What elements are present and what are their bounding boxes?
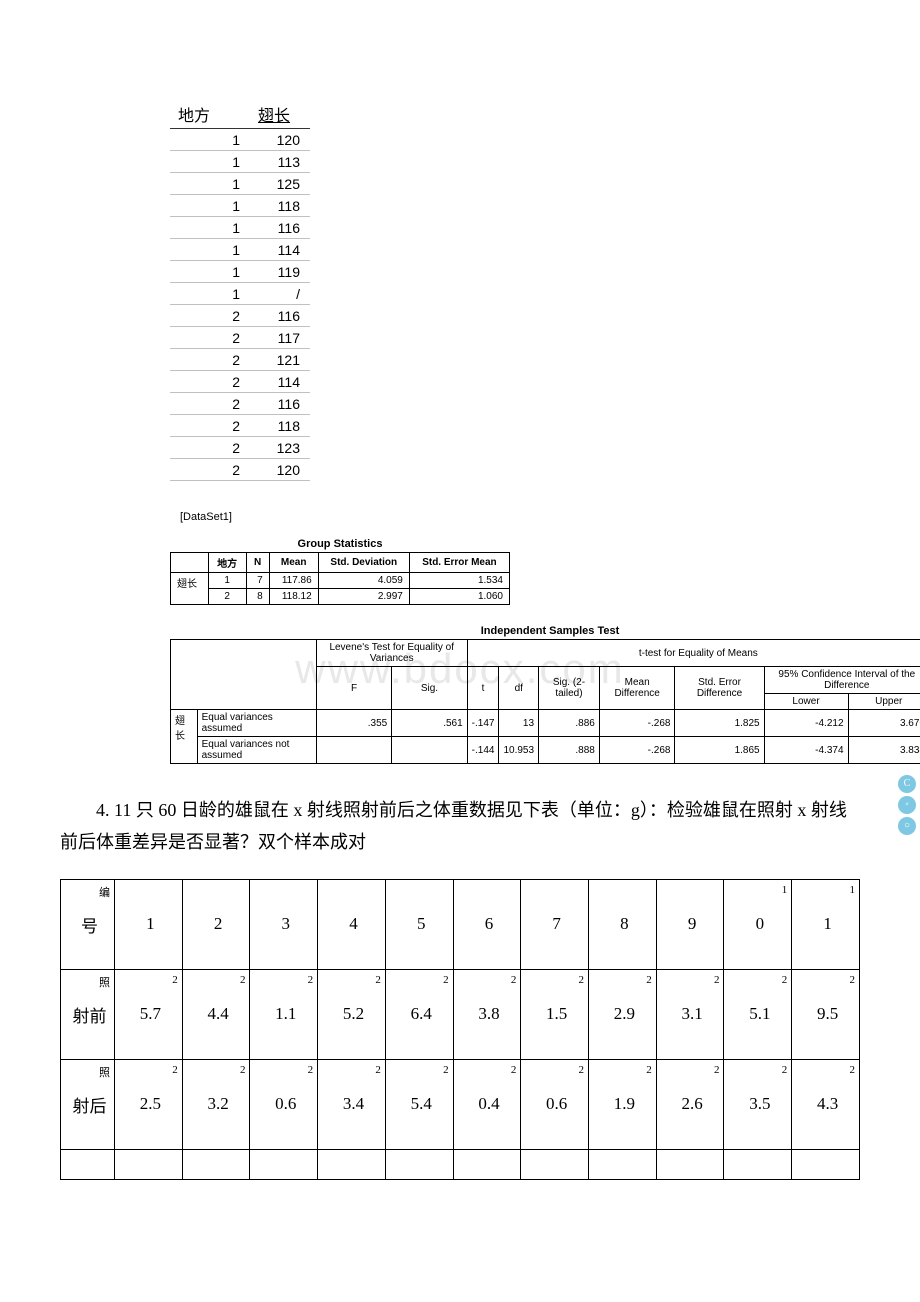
table-cell: 26.4 (385, 969, 453, 1059)
table-cell: 2 (170, 371, 250, 393)
table-cell: 116 (250, 305, 310, 327)
table-cell: 8 (589, 879, 657, 969)
col-header: Std. Deviation (318, 553, 409, 573)
col-header: Mean (269, 553, 318, 573)
table-cell: 2 (170, 437, 250, 459)
table-cell: 29.5 (792, 969, 860, 1059)
col-header: 地方 (208, 553, 246, 573)
table-cell: 10 (724, 879, 792, 969)
ist-title: Independent Samples Test (170, 625, 920, 637)
table-cell: 22.9 (589, 969, 657, 1059)
col-header: Std. Error Mean (409, 553, 509, 573)
col-header: 翅长 (250, 100, 310, 129)
question-4-text: 4. 11 只 60 日龄的雄鼠在 x 射线照射前后之体重数据见下表（单位：g）… (60, 794, 860, 859)
table-cell: 21.5 (521, 969, 589, 1059)
table-cell: 20.6 (521, 1059, 589, 1149)
table-cell: 20.4 (453, 1059, 521, 1149)
table-cell: 120 (250, 129, 310, 151)
row-label: 翅长 (171, 573, 209, 605)
table-cell: 2 (170, 305, 250, 327)
table-cell: 11 (792, 879, 860, 969)
table-cell: 2 (170, 459, 250, 481)
table-cell: 1 (115, 879, 183, 969)
table-cell: 2 (170, 349, 250, 371)
col-header: N (246, 553, 269, 573)
group-stats-table: 地方 N Mean Std. Deviation Std. Error Mean… (170, 552, 510, 605)
group-stats-title: Group Statistics (170, 538, 510, 550)
table-cell: 114 (250, 371, 310, 393)
table-cell: 2 (170, 415, 250, 437)
table-cell: 25.4 (385, 1059, 453, 1149)
widget-icon[interactable]: ○ (898, 817, 916, 835)
widget-icon[interactable]: ◦ (898, 796, 916, 814)
table-cell: 22.6 (656, 1059, 724, 1149)
table-cell: 1 (170, 195, 250, 217)
table-cell: 2 (170, 327, 250, 349)
table-cell: 20.6 (250, 1059, 318, 1149)
table-cell: 6 (453, 879, 521, 969)
table-cell: 22.5 (115, 1059, 183, 1149)
table-cell: 23.8 (453, 969, 521, 1059)
independent-samples-table: Levene's Test for Equality of Variances … (170, 639, 920, 764)
table-cell: 1 (170, 151, 250, 173)
raw-data-table: 地方 翅长 11201113112511181116111411191/2116… (170, 100, 310, 481)
table-cell: 118 (250, 415, 310, 437)
row-header: 照射前 (61, 969, 115, 1059)
table-cell: 4 (318, 879, 386, 969)
table-cell: 119 (250, 261, 310, 283)
table-cell: 116 (250, 393, 310, 415)
table-cell: 113 (250, 151, 310, 173)
row-header: 编号 (61, 879, 115, 969)
table-cell: 9 (656, 879, 724, 969)
table-cell: 125 (250, 173, 310, 195)
table-cell: 2 (170, 393, 250, 415)
dataset-label: [DataSet1] (180, 511, 860, 523)
table-cell: 1 (170, 173, 250, 195)
question-4-table: 编号1234567891011照射前25.724.421.125.226.423… (60, 879, 860, 1180)
table-cell: 25.1 (724, 969, 792, 1059)
table-cell: 121 (250, 349, 310, 371)
table-cell: 23.1 (656, 969, 724, 1059)
table-cell: 5 (385, 879, 453, 969)
side-widget[interactable]: C ◦ ○ (898, 775, 918, 838)
table-cell: 3 (250, 879, 318, 969)
table-cell: 23.2 (182, 1059, 250, 1149)
table-cell: 25.7 (115, 969, 183, 1059)
table-cell: 1 (170, 283, 250, 305)
table-cell: 23.4 (318, 1059, 386, 1149)
table-cell: 120 (250, 459, 310, 481)
table-cell: 1 (170, 239, 250, 261)
table-cell: 117 (250, 327, 310, 349)
table-cell: / (250, 283, 310, 305)
table-cell: 123 (250, 437, 310, 459)
widget-icon[interactable]: C (898, 775, 916, 793)
row-header: 照射后 (61, 1059, 115, 1149)
table-cell: 7 (521, 879, 589, 969)
table-cell: 1 (170, 129, 250, 151)
table-cell: 24.4 (182, 969, 250, 1059)
col-header: 地方 (170, 100, 250, 129)
table-cell: 114 (250, 239, 310, 261)
table-cell: 23.5 (724, 1059, 792, 1149)
table-cell: 25.2 (318, 969, 386, 1059)
table-cell: 21.9 (589, 1059, 657, 1149)
table-cell: 21.1 (250, 969, 318, 1059)
table-cell: 2 (182, 879, 250, 969)
table-cell: 116 (250, 217, 310, 239)
table-cell: 1 (170, 217, 250, 239)
table-cell: 118 (250, 195, 310, 217)
table-cell: 24.3 (792, 1059, 860, 1149)
table-cell: 1 (170, 261, 250, 283)
